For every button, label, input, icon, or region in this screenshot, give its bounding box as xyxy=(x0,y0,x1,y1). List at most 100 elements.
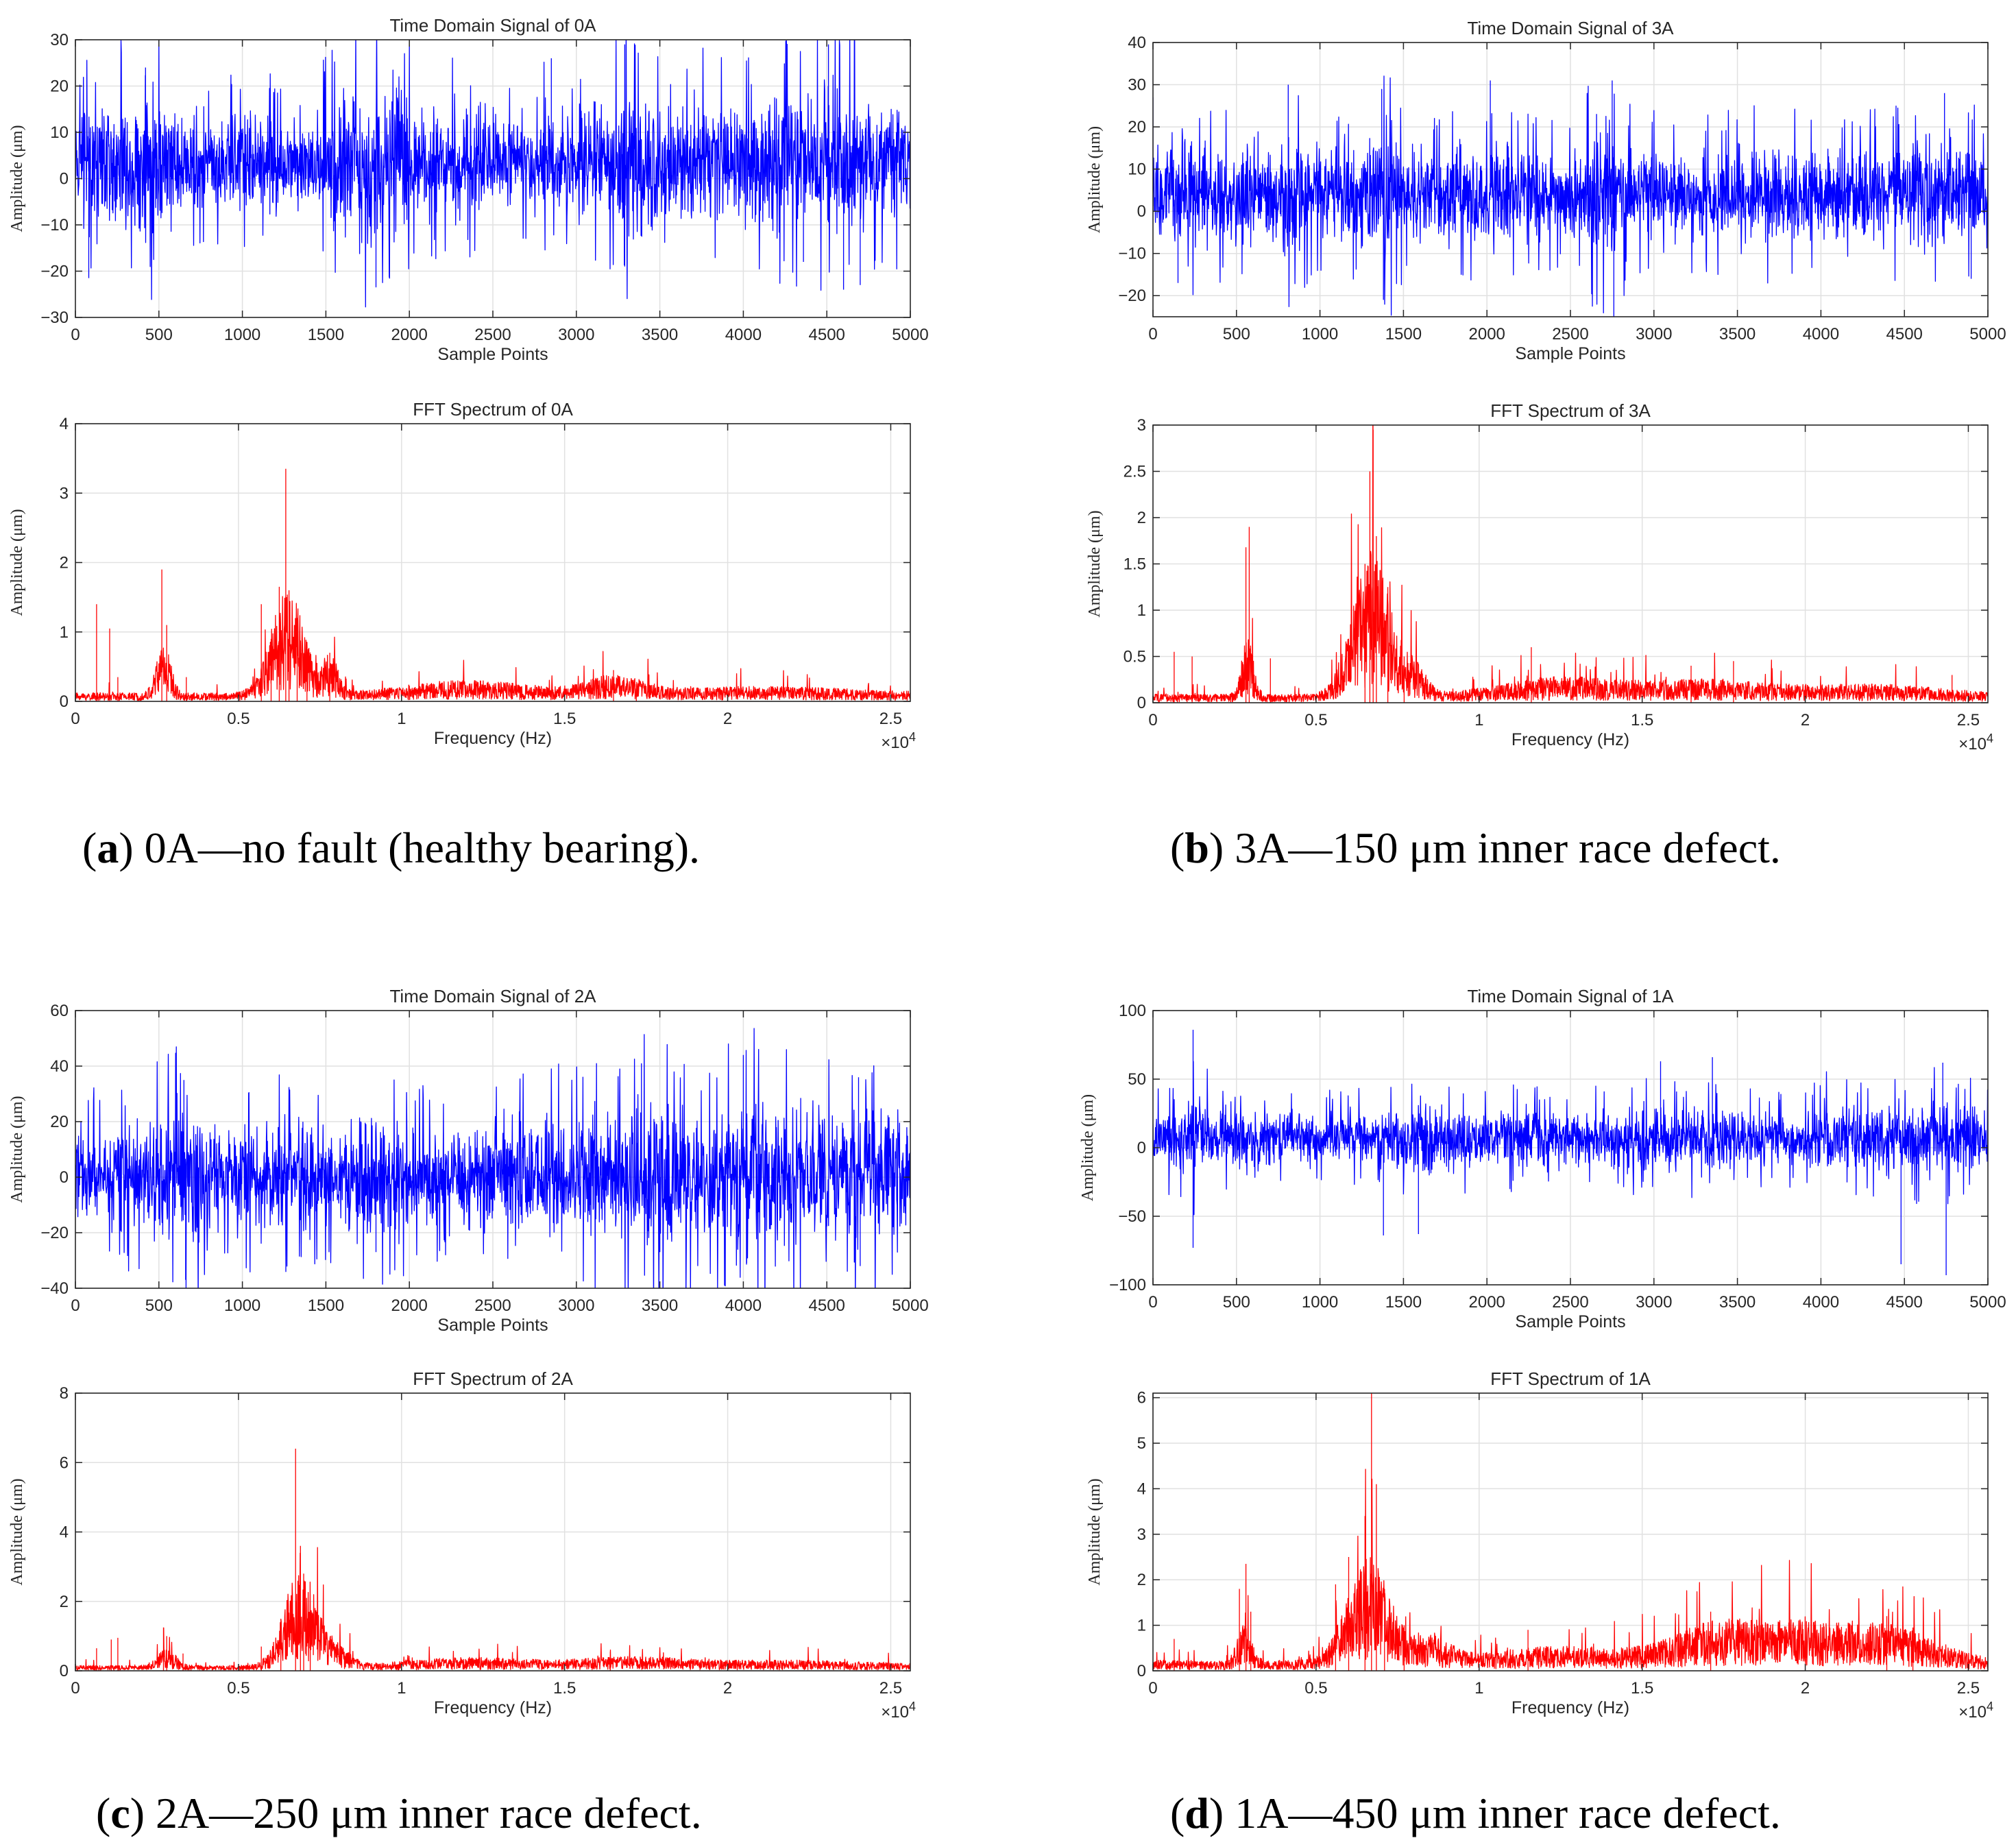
x-tick-label: 0 xyxy=(71,710,80,728)
chart-title: FFT Spectrum of 2A xyxy=(413,1368,573,1389)
x-tick-label: 3500 xyxy=(1719,325,1756,343)
x-axis-multiplier: ×104 xyxy=(1958,732,1993,753)
x-tick-label: 4500 xyxy=(809,1296,845,1315)
series-line xyxy=(1153,1393,1988,1671)
chart-title: Time Domain Signal of 3A xyxy=(1467,18,1674,38)
y-axis-label: Amplitude (μm) xyxy=(8,1096,26,1203)
y-tick-label: 2 xyxy=(60,1593,69,1611)
y-tick-label: −100 xyxy=(1109,1276,1146,1294)
caption-letter-b: b xyxy=(1185,823,1209,872)
y-tick-label: 50 xyxy=(1128,1070,1146,1089)
x-tick-label: 1000 xyxy=(224,1296,260,1315)
x-axis-label: Sample Points xyxy=(1515,344,1625,363)
x-tick-label: 3000 xyxy=(1636,1293,1672,1312)
x-tick-label: 1500 xyxy=(1385,1293,1422,1312)
x-tick-label: 4000 xyxy=(725,326,762,344)
x-tick-label: 2000 xyxy=(391,1296,428,1315)
caption-letter-d: d xyxy=(1185,1789,1209,1837)
x-tick-label: 4500 xyxy=(809,326,845,344)
y-tick-label: 2 xyxy=(60,554,69,572)
y-tick-label: 0 xyxy=(60,1662,69,1680)
chart-time-0A: 0 500 1000 1500 2000 2500 3000 3500 4000 4500 5000… xyxy=(8,15,929,364)
chart-title: FFT Spectrum of 3A xyxy=(1490,400,1651,421)
axes-frame xyxy=(1152,1392,1989,1671)
y-tick-label: 20 xyxy=(50,1113,69,1131)
x-tick-label: 500 xyxy=(1223,1293,1250,1312)
x-tick-label: 2500 xyxy=(1552,325,1588,343)
x-axis-label: Sample Points xyxy=(437,1316,548,1335)
x-tick-label: 500 xyxy=(1223,325,1250,343)
y-tick-label: 4 xyxy=(60,1523,69,1542)
x-tick-label: 2000 xyxy=(391,326,428,344)
y-tick-label: 4 xyxy=(1137,1480,1146,1498)
x-tick-label: 0.5 xyxy=(1304,711,1327,729)
caption-text-a: 0A—no fault (healthy bearing). xyxy=(144,823,701,872)
caption-letter-a: a xyxy=(97,823,119,872)
x-tick-label: 500 xyxy=(145,1296,173,1315)
series-line xyxy=(1153,425,1988,703)
x-tick-label: 2.5 xyxy=(879,710,902,728)
y-tick-label: 8 xyxy=(60,1384,69,1403)
x-tick-label: 2 xyxy=(723,1679,732,1698)
caption-text-d: 1A—450 μm inner race defect. xyxy=(1235,1789,1781,1837)
x-tick-label: 2 xyxy=(1801,711,1810,729)
y-tick-label: 2 xyxy=(1137,1571,1146,1589)
x-tick-label: 5000 xyxy=(892,1296,928,1315)
y-axis-label: Amplitude (μm) xyxy=(1079,1094,1097,1201)
series-line xyxy=(75,1028,910,1288)
x-tick-label: 1 xyxy=(1474,1679,1483,1698)
series-line xyxy=(75,468,910,701)
y-tick-label: −20 xyxy=(1118,287,1146,305)
x-axis-label: Sample Points xyxy=(437,345,548,364)
x-tick-label: 2000 xyxy=(1469,325,1505,343)
y-axis-label: Amplitude (μm) xyxy=(1086,1478,1104,1585)
x-tick-label: 2.5 xyxy=(879,1679,902,1698)
y-tick-label: 1 xyxy=(60,623,69,642)
x-axis-label: Frequency (Hz) xyxy=(1511,730,1629,749)
series-line xyxy=(1153,1030,1988,1275)
x-tick-label: 5000 xyxy=(1969,325,2006,343)
x-tick-label: 0 xyxy=(1148,711,1157,729)
chart-fft-2A: 0 0.5 1 1.5 2 2.5 0 2 4 6 8 FFT Spectrum of 2A Frequ… xyxy=(8,1368,916,1722)
y-axis-label: Amplitude (μm) xyxy=(1086,510,1104,617)
y-tick-label: 30 xyxy=(1128,76,1146,95)
y-axis-label: Amplitude (μm) xyxy=(8,509,26,616)
chart-title: Time Domain Signal of 0A xyxy=(389,15,596,36)
y-tick-label: 0 xyxy=(1137,202,1146,221)
y-tick-label: 3 xyxy=(1137,416,1146,435)
y-tick-label: 0 xyxy=(1137,694,1146,712)
x-tick-label: 1000 xyxy=(1302,1293,1338,1312)
y-tick-label: 4 xyxy=(60,415,69,433)
y-tick-label: 30 xyxy=(50,31,69,49)
x-tick-label: 3000 xyxy=(558,326,594,344)
x-tick-label: 2500 xyxy=(474,326,511,344)
y-tick-label: 1.5 xyxy=(1124,555,1146,574)
x-tick-label: 1 xyxy=(397,1679,406,1698)
y-tick-label: 3 xyxy=(1137,1525,1146,1544)
y-tick-label: 0 xyxy=(1137,1139,1146,1157)
x-tick-label: 4000 xyxy=(725,1296,762,1315)
y-axis-label: Amplitude (μm) xyxy=(8,1478,26,1585)
y-tick-label: 10 xyxy=(50,123,69,142)
y-axis-label: Amplitude (μm) xyxy=(1086,126,1104,233)
x-tick-label: 2500 xyxy=(474,1296,511,1315)
y-tick-label: 6 xyxy=(1137,1389,1146,1408)
x-tick-label: 2000 xyxy=(1469,1293,1505,1312)
y-tick-label: 6 xyxy=(60,1453,69,1472)
y-tick-label: 5 xyxy=(1137,1434,1146,1453)
x-tick-label: 0 xyxy=(1148,1679,1157,1698)
x-tick-label: 0.5 xyxy=(227,1679,250,1698)
x-tick-label: 4500 xyxy=(1886,1293,1923,1312)
x-axis-label: Frequency (Hz) xyxy=(434,729,552,748)
caption-text-c: 2A—250 μm inner race defect. xyxy=(156,1789,702,1837)
x-tick-label: 1 xyxy=(397,710,406,728)
y-tick-label: −20 xyxy=(40,1224,69,1242)
x-tick-label: 5000 xyxy=(1969,1293,2006,1312)
x-axis-label: Frequency (Hz) xyxy=(434,1698,552,1717)
x-axis-multiplier: ×104 xyxy=(881,1700,916,1722)
caption-a: (a) 0A—no fault (healthy bearing). xyxy=(82,823,701,872)
y-tick-label: 60 xyxy=(50,1002,69,1020)
x-tick-label: 1000 xyxy=(1302,325,1338,343)
x-tick-label: 1500 xyxy=(1385,325,1422,343)
